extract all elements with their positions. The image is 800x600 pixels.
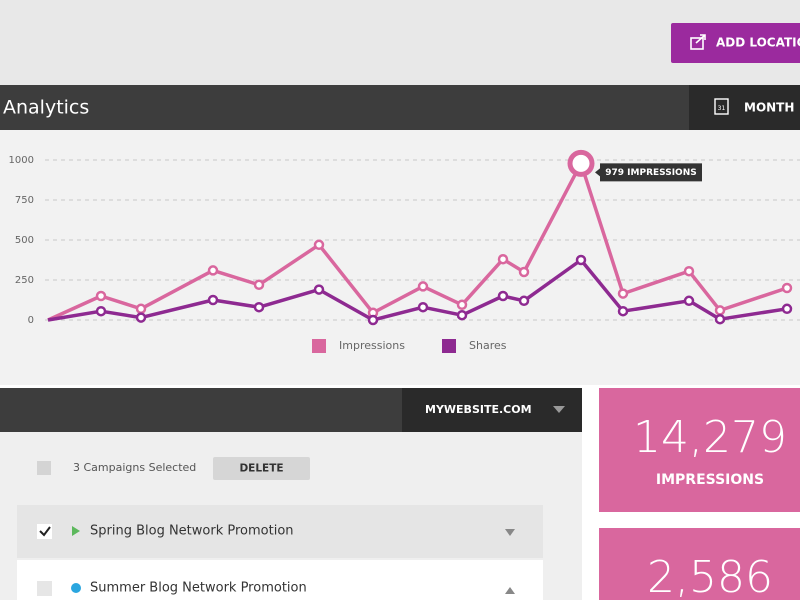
point — [253, 301, 265, 313]
row-checkbox[interactable] — [37, 524, 52, 539]
chart: 0 250 500 750 1000 979 IMPRESSIONS Impressions… — [9, 149, 800, 353]
status-scheduled — [71, 583, 81, 593]
status-running — [72, 526, 80, 536]
point — [497, 253, 509, 265]
delete-label[interactable]: DELETE — [239, 463, 283, 475]
row-checkbox[interactable] — [37, 581, 52, 596]
delete-bg[interactable] — [213, 457, 310, 480]
point — [417, 301, 429, 313]
button-label[interactable]: ADD LOCATION — [716, 36, 800, 50]
calendar-day: 31 — [718, 105, 726, 112]
point — [683, 265, 695, 277]
point — [497, 290, 509, 302]
site-label[interactable]: MYWEBSITE.COM — [425, 403, 532, 416]
row-bg[interactable] — [17, 505, 543, 558]
stat-card — [599, 388, 800, 512]
point — [617, 288, 629, 299]
header-bar — [0, 85, 800, 130]
select-all-checkbox[interactable] — [37, 461, 51, 475]
point — [617, 305, 629, 317]
point — [518, 266, 530, 278]
row-bg[interactable] — [17, 560, 543, 600]
expand-arrow[interactable] — [505, 529, 515, 536]
header-title: Analytics — [3, 97, 89, 119]
stat-value: 14,279 — [633, 412, 787, 463]
button-bg[interactable] — [671, 23, 800, 63]
export-arrow — [695, 34, 706, 44]
top-bar — [0, 0, 800, 85]
export-icon — [690, 37, 704, 50]
point — [207, 265, 219, 276]
point — [367, 314, 379, 326]
point — [683, 295, 695, 307]
add-location-button[interactable]: ADD LOCATION — [671, 23, 800, 63]
site-bg[interactable] — [402, 388, 582, 432]
point — [207, 294, 219, 306]
point — [417, 281, 429, 292]
point — [714, 305, 726, 316]
campaign-name: Spring Blog Network Promotion — [90, 524, 294, 539]
delete-button[interactable]: DELETE — [213, 457, 310, 480]
y-tick-label: 750 — [15, 195, 34, 206]
campaign-name: Summer Blog Network Promotion — [90, 581, 307, 596]
point — [95, 290, 107, 302]
point — [781, 282, 793, 294]
legend-swatch — [312, 339, 326, 353]
series-line — [47, 258, 788, 322]
legend-label: Impressions — [339, 339, 405, 352]
period-label[interactable]: MONTH — [744, 101, 794, 115]
stat-value: 2,586 — [647, 552, 773, 600]
campaign-row[interactable]: Spring Blog Network Promotion — [17, 505, 543, 558]
legend-label: Shares — [469, 339, 507, 352]
tooltip-bg — [600, 163, 702, 182]
check-mark — [39, 526, 51, 537]
point — [456, 309, 468, 321]
point — [714, 313, 726, 325]
legend-swatch — [442, 339, 456, 353]
collapse-arrow[interactable] — [505, 587, 515, 594]
period-selector[interactable]: 31 MONTH — [689, 85, 800, 130]
tooltip-pointer — [595, 168, 600, 177]
series-line — [47, 161, 788, 322]
point — [575, 254, 587, 266]
tooltip-text: 979 IMPRESSIONS — [605, 168, 696, 178]
point — [456, 299, 468, 311]
y-tick-label: 1000 — [9, 155, 34, 166]
y-tick-label: 250 — [15, 275, 34, 286]
point — [253, 279, 265, 291]
stat-label: IMPRESSIONS — [656, 472, 764, 488]
period-bg[interactable] — [689, 85, 800, 130]
point — [95, 305, 107, 317]
point — [135, 312, 147, 323]
site-selector[interactable]: MYWEBSITE.COM — [402, 388, 582, 432]
point — [135, 303, 147, 315]
point — [518, 295, 530, 307]
dropdown-arrow — [553, 406, 565, 413]
y-tick-label: 500 — [15, 235, 34, 246]
point — [313, 284, 325, 295]
y-tick-label: 0 — [28, 315, 34, 326]
stat-card — [599, 528, 800, 600]
highlight-point — [567, 149, 595, 177]
campaign-row[interactable]: Summer Blog Network Promotion — [17, 560, 543, 600]
selected-count: 3 Campaigns Selected — [73, 461, 196, 474]
point — [313, 239, 325, 251]
calendar-icon — [714, 98, 729, 115]
point — [781, 303, 793, 315]
